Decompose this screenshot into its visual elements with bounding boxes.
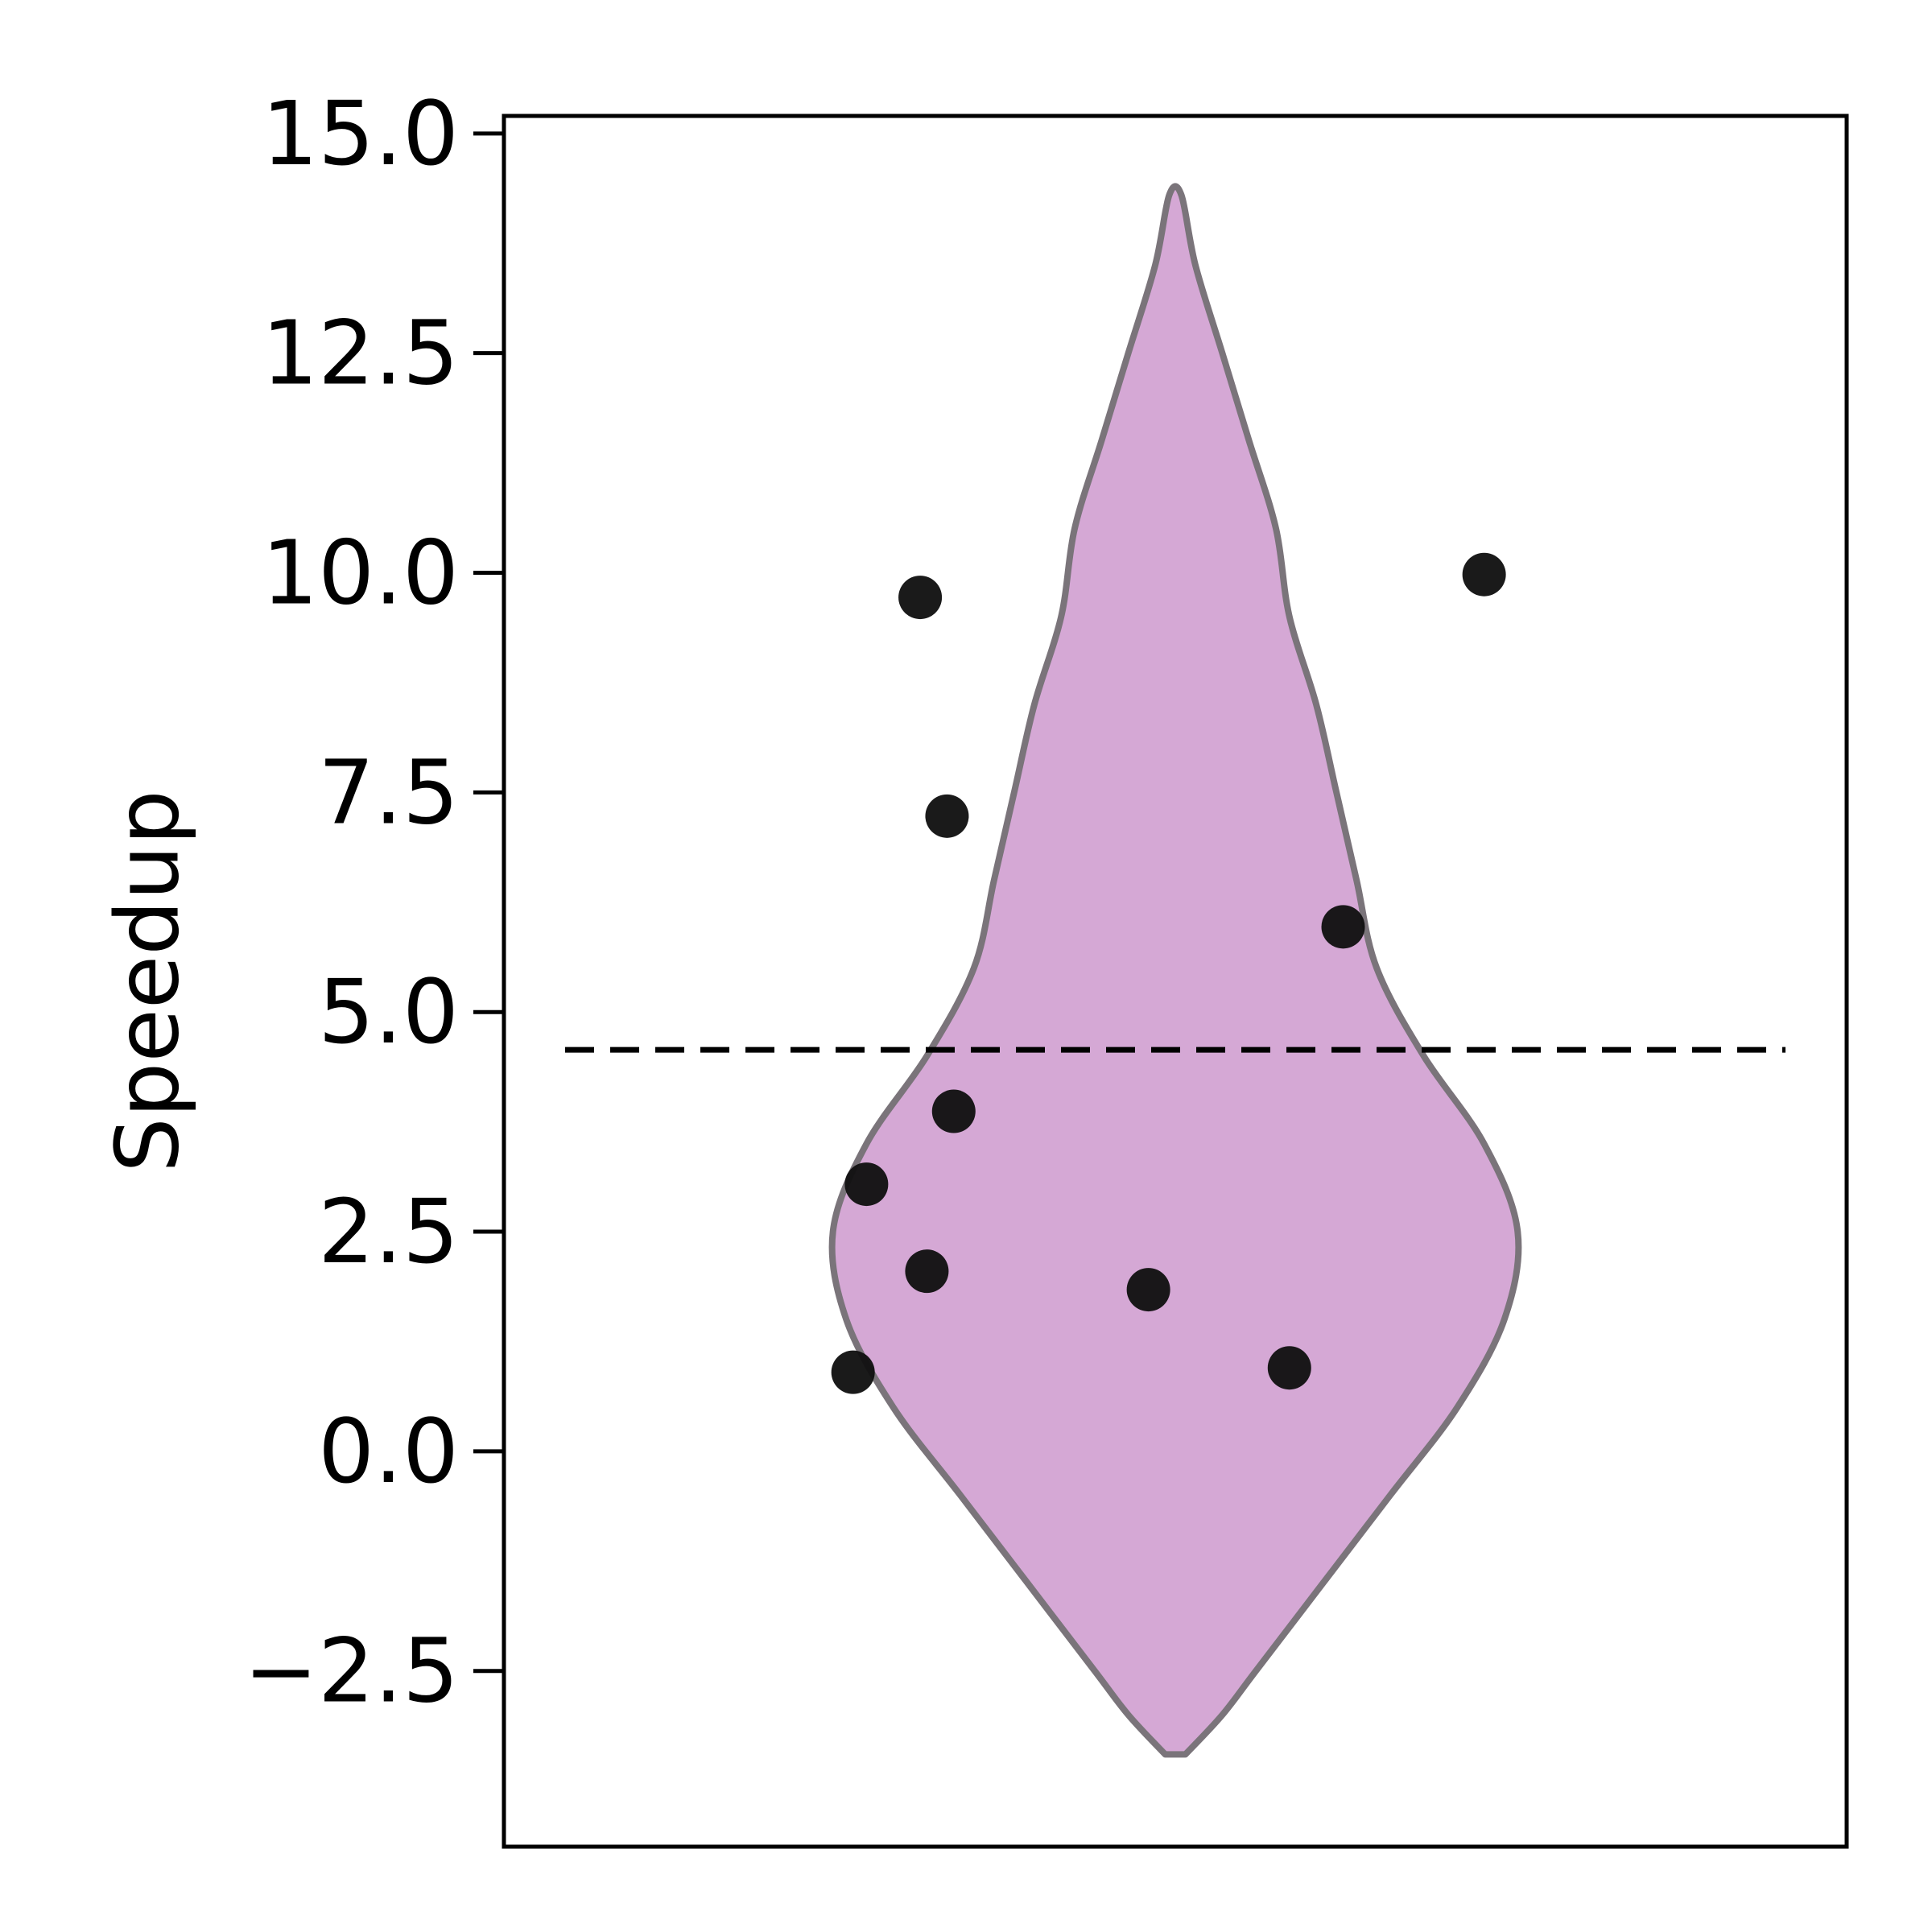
violin-body [828, 183, 1522, 1758]
y-tick-label: 2.5 [318, 1180, 459, 1283]
data-point [844, 1162, 889, 1207]
y-tick-label: 7.5 [318, 741, 459, 844]
y-axis: −2.5 0.0 2.5 5.0 7.5 10.0 12.5 15.0 [244, 82, 504, 1723]
plot-frame [502, 114, 1849, 1849]
data-point [898, 576, 943, 620]
data-point [1321, 905, 1365, 949]
y-axis-label: Speedup [98, 790, 199, 1173]
data-point [1267, 1346, 1311, 1390]
data-point [905, 1249, 949, 1294]
data-point [931, 1089, 976, 1133]
y-tick-label: 15.0 [262, 82, 459, 185]
data-point [1462, 552, 1506, 597]
y-tick-label: 12.5 [262, 302, 459, 405]
y-tick-label: 5.0 [318, 960, 459, 1063]
data-point [831, 1350, 875, 1394]
y-tick-label: 0.0 [318, 1400, 459, 1503]
y-tick-label: 10.0 [262, 522, 459, 625]
data-point [1126, 1268, 1170, 1312]
plot-layer [565, 183, 1785, 1758]
y-tick-label: −2.5 [244, 1620, 459, 1723]
data-point [925, 794, 969, 838]
